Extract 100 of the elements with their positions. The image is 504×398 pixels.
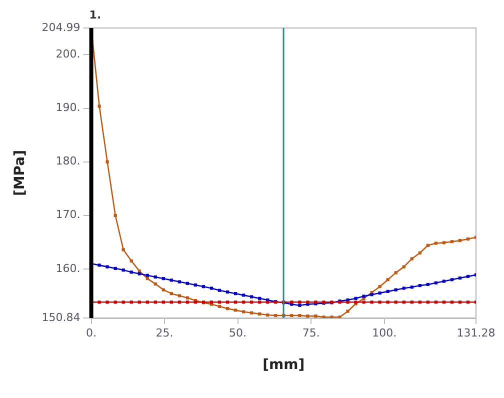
point: [162, 300, 165, 304]
point: [434, 242, 438, 245]
point: [154, 282, 157, 286]
point: [386, 300, 390, 304]
y-tick-label: 180.: [56, 154, 80, 168]
point: [258, 300, 262, 304]
point: [138, 272, 141, 276]
x-tick-label: 131.28: [456, 326, 496, 340]
point: [466, 237, 470, 241]
point: [234, 292, 238, 296]
point: [250, 311, 254, 314]
point: [186, 296, 190, 300]
point: [426, 300, 430, 304]
x-tick-label: 0.: [86, 326, 97, 340]
point: [130, 300, 133, 304]
point: [258, 312, 262, 316]
y-tick-label: 170.: [56, 208, 80, 222]
point: [122, 248, 125, 252]
point: [218, 288, 222, 292]
x-axis-title: [mm]: [262, 357, 305, 374]
x-tick-label: 75.: [302, 326, 320, 340]
point: [450, 240, 454, 244]
point: [162, 288, 165, 292]
point: [394, 288, 398, 292]
point: [394, 300, 398, 304]
point: [442, 280, 446, 283]
point: [186, 282, 190, 285]
point: [130, 270, 133, 274]
point: [146, 300, 149, 304]
point: [114, 300, 117, 304]
point: [386, 278, 390, 282]
point: [458, 239, 462, 242]
point: [466, 274, 470, 278]
point: [146, 277, 149, 280]
point: [170, 292, 173, 296]
point: [242, 300, 246, 304]
point: [386, 290, 390, 293]
point: [178, 280, 182, 284]
y-tick-label: 150.84: [42, 310, 80, 324]
point: [466, 300, 470, 304]
point: [114, 266, 117, 270]
point: [298, 314, 302, 318]
y-tick-label: 160.: [56, 262, 80, 275]
x-tick-label: 100.: [372, 326, 397, 340]
point: [394, 271, 398, 274]
point: [226, 307, 230, 310]
point: [418, 284, 422, 288]
point: [242, 310, 246, 314]
x-tick-label: 50.: [229, 326, 247, 340]
point: [410, 300, 414, 304]
point: [250, 300, 254, 304]
point: [450, 278, 454, 282]
point: [170, 278, 173, 282]
point: [234, 300, 238, 304]
point: [226, 300, 230, 304]
point: [226, 290, 230, 294]
point: [210, 286, 214, 290]
point: [98, 104, 101, 108]
point: [346, 300, 350, 304]
point: [458, 276, 462, 280]
point: [290, 314, 294, 318]
point: [138, 300, 141, 304]
point: [378, 291, 382, 295]
point: [218, 304, 222, 308]
point: [186, 300, 190, 304]
point: [450, 300, 454, 304]
point: [402, 286, 406, 290]
point: [154, 300, 157, 304]
y-axis-title: [MPa]: [12, 150, 28, 196]
point: [314, 314, 318, 318]
point: [106, 300, 109, 304]
point: [170, 300, 173, 304]
point: [146, 274, 149, 277]
point: [106, 265, 109, 268]
point: [122, 268, 125, 272]
point: [242, 294, 246, 297]
point: [370, 293, 374, 296]
point: [274, 314, 278, 318]
point: [154, 275, 157, 279]
point: [402, 265, 406, 268]
point: [178, 294, 182, 298]
point: [378, 285, 382, 288]
point: [354, 296, 358, 300]
y-tick-label: 204.99: [42, 20, 80, 34]
point: [434, 281, 438, 284]
point: [178, 300, 182, 304]
point: [266, 313, 270, 317]
point: [234, 308, 238, 312]
point: [266, 300, 270, 304]
point: [442, 241, 446, 244]
point: [106, 160, 109, 164]
point: [418, 300, 422, 304]
point: [362, 300, 366, 304]
point: [194, 283, 198, 287]
point: [410, 286, 414, 289]
point: [426, 244, 430, 247]
point: [298, 304, 302, 307]
point: [378, 300, 382, 304]
point: [98, 264, 101, 267]
point: [162, 277, 165, 280]
